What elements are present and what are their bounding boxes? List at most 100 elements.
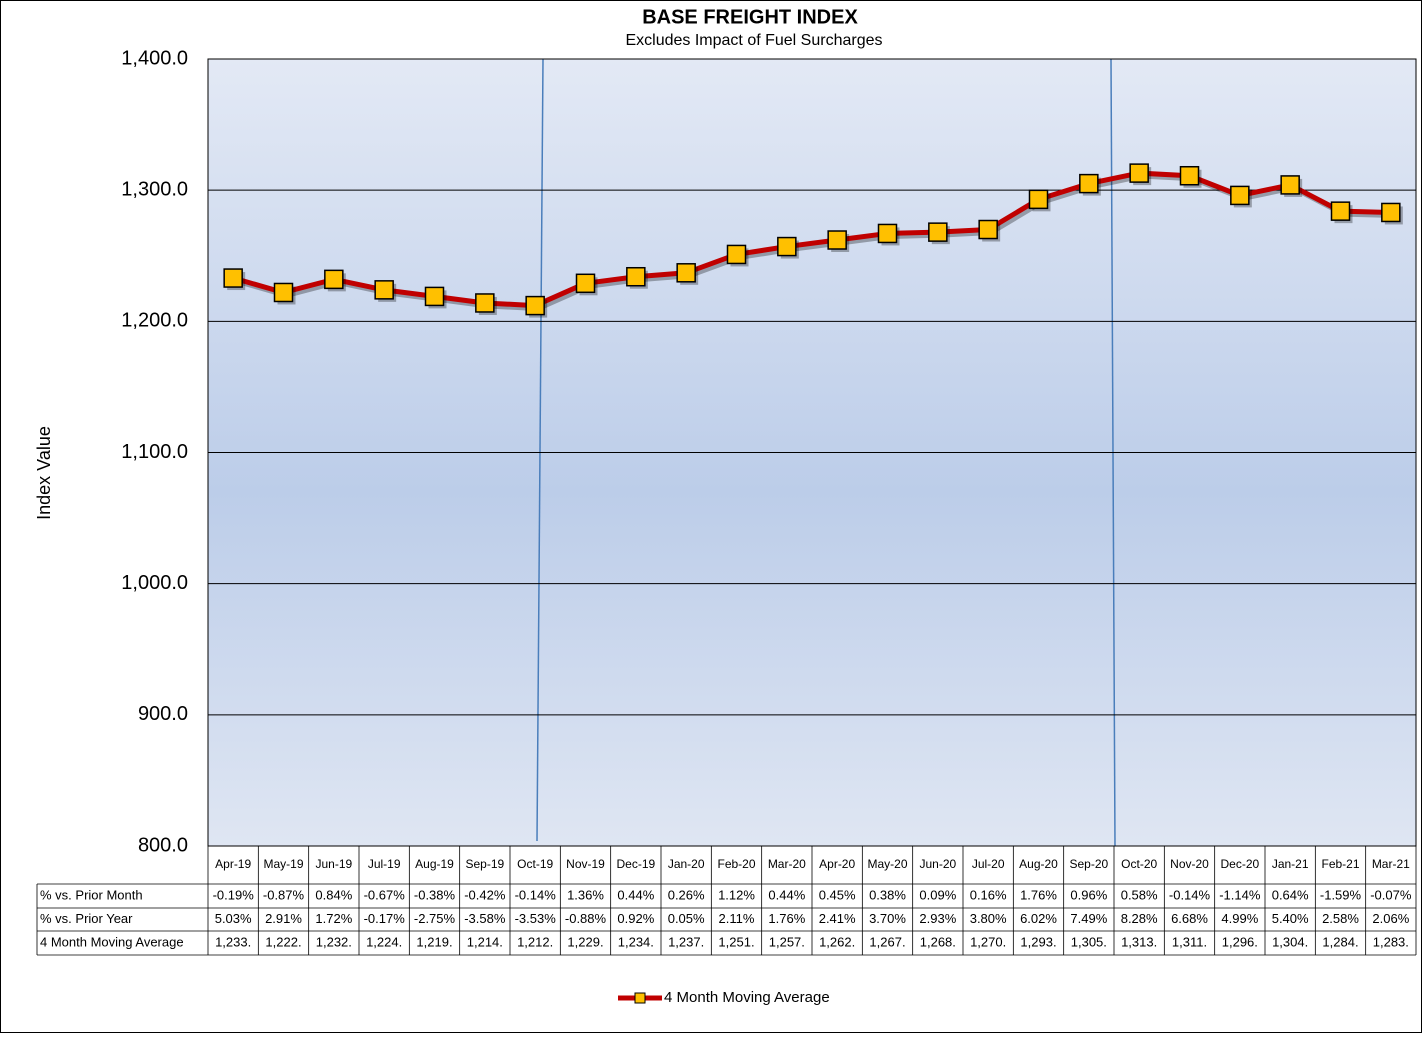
table-cell: 1,313. — [1121, 934, 1157, 949]
x-tick-label: Dec-20 — [1220, 857, 1259, 871]
table-cell: 1.12% — [718, 887, 755, 902]
marker — [575, 273, 596, 294]
marker — [978, 219, 998, 240]
x-tick-label: Apr-19 — [215, 857, 251, 871]
row-header: % vs. Prior Year — [40, 911, 133, 926]
table-cell: 1,234. — [618, 934, 654, 949]
table-cell: 0.09% — [919, 887, 956, 902]
marker — [777, 236, 797, 257]
marker — [324, 269, 344, 290]
table-cell: 0.16% — [970, 887, 1007, 902]
table-cell: 0.58% — [1121, 887, 1158, 902]
table-cell: 2.91% — [265, 911, 302, 926]
table-cell: 0.26% — [668, 887, 705, 902]
marker — [374, 280, 394, 300]
marker — [525, 295, 545, 316]
table-cell: 1,267. — [869, 934, 905, 949]
table-cell: 0.44% — [768, 887, 805, 902]
table-cell: 1,222. — [265, 934, 301, 949]
table-cell: 1,233. — [215, 934, 251, 949]
table-cell: 1.76% — [768, 911, 805, 926]
table-cell: 2.58% — [1322, 911, 1359, 926]
table-cell: -0.42% — [464, 887, 506, 902]
legend-label: 4 Month Moving Average — [664, 989, 830, 1006]
x-tick-label: Jun-20 — [919, 857, 956, 871]
marker — [475, 293, 495, 313]
table-cell: -0.67% — [364, 887, 406, 902]
table-cell: -0.14% — [1169, 887, 1211, 902]
table-cell: 1,268. — [920, 934, 956, 949]
table-cell: 2.11% — [719, 911, 755, 926]
table-cell: 5.03% — [215, 911, 252, 926]
table-cell: 1,284. — [1322, 934, 1358, 949]
table-cell: 0.64% — [1272, 887, 1309, 902]
x-tick-label: Jul-19 — [368, 857, 401, 871]
y-tick-label: 800.0 — [138, 834, 188, 856]
table-cell: -0.07% — [1370, 887, 1412, 902]
table-cell: 2.93% — [919, 911, 956, 926]
table-cell: 1,270. — [970, 934, 1006, 949]
chart-title: BASE FREIGHT INDEX — [642, 6, 858, 28]
y-tick-label: 900.0 — [138, 703, 188, 725]
x-tick-label: Apr-20 — [819, 857, 855, 871]
table-cell: 1,257. — [769, 934, 805, 949]
marker — [726, 244, 747, 265]
x-tick-label: Oct-19 — [517, 857, 553, 871]
x-tick-label: Feb-20 — [717, 857, 755, 871]
marker — [626, 266, 646, 287]
table-cell: -3.53% — [515, 911, 557, 926]
table-cell: 1.72% — [315, 911, 352, 926]
x-tick-label: Nov-20 — [1170, 857, 1209, 871]
table-cell: 1,293. — [1020, 934, 1056, 949]
table-cell: 0.84% — [315, 887, 352, 902]
x-tick-label: Sep-19 — [465, 857, 504, 871]
marker — [1179, 165, 1200, 186]
table-cell: 0.96% — [1070, 887, 1107, 902]
legend-marker — [634, 992, 646, 1004]
x-tick-label: Jul-20 — [972, 857, 1005, 871]
x-tick-label: Mar-20 — [768, 857, 806, 871]
divider — [536, 58, 544, 842]
x-tick-label: Sep-20 — [1069, 857, 1108, 871]
y-tick-label: 1,300.0 — [121, 178, 188, 200]
table-cell: 1.36% — [567, 887, 604, 902]
table-cell: 0.38% — [869, 887, 906, 902]
x-tick-label: Dec-19 — [616, 857, 655, 871]
x-tick-label: Jan-20 — [668, 857, 705, 871]
x-tick-label: Feb-21 — [1321, 857, 1359, 871]
table-cell: 1,229. — [567, 934, 603, 949]
table-cell: 0.92% — [617, 911, 654, 926]
table-cell: 1,212. — [517, 934, 553, 949]
marker — [1330, 201, 1351, 221]
table-cell: 1,224. — [366, 934, 402, 949]
marker — [1381, 202, 1401, 223]
table-cell: -0.14% — [515, 887, 557, 902]
marker — [1079, 173, 1099, 194]
table-cell: 0.45% — [819, 887, 856, 902]
x-tick-label: Aug-20 — [1019, 857, 1058, 871]
y-tick-label: 1,100.0 — [121, 441, 188, 463]
table-cell: -0.19% — [213, 887, 255, 902]
table-cell: 2.41% — [819, 911, 856, 926]
table-cell: 1,305. — [1071, 934, 1107, 949]
x-tick-label: Mar-21 — [1372, 857, 1410, 871]
y-axis-label: Index Value — [34, 426, 54, 520]
marker — [676, 263, 696, 283]
table-cell: -2.75% — [414, 911, 456, 926]
marker — [1028, 189, 1049, 210]
table-cell: 1,214. — [467, 934, 503, 949]
table-cell: 1,251. — [718, 934, 754, 949]
table-cell: 3.70% — [869, 911, 906, 926]
table-cell: 1,311. — [1172, 934, 1207, 949]
table-cell: 1,262. — [819, 934, 855, 949]
x-tick-label: Oct-20 — [1121, 857, 1157, 871]
table-cell: -1.59% — [1320, 887, 1362, 902]
table-cell: 7.49% — [1070, 911, 1107, 926]
row-header: 4 Month Moving Average — [40, 934, 184, 949]
table-cell: 4.99% — [1221, 911, 1258, 926]
x-tick-label: Aug-19 — [415, 857, 454, 871]
x-tick-label: May-20 — [867, 857, 907, 871]
row-header: % vs. Prior Month — [40, 887, 143, 902]
table-cell: 1.76% — [1020, 887, 1057, 902]
